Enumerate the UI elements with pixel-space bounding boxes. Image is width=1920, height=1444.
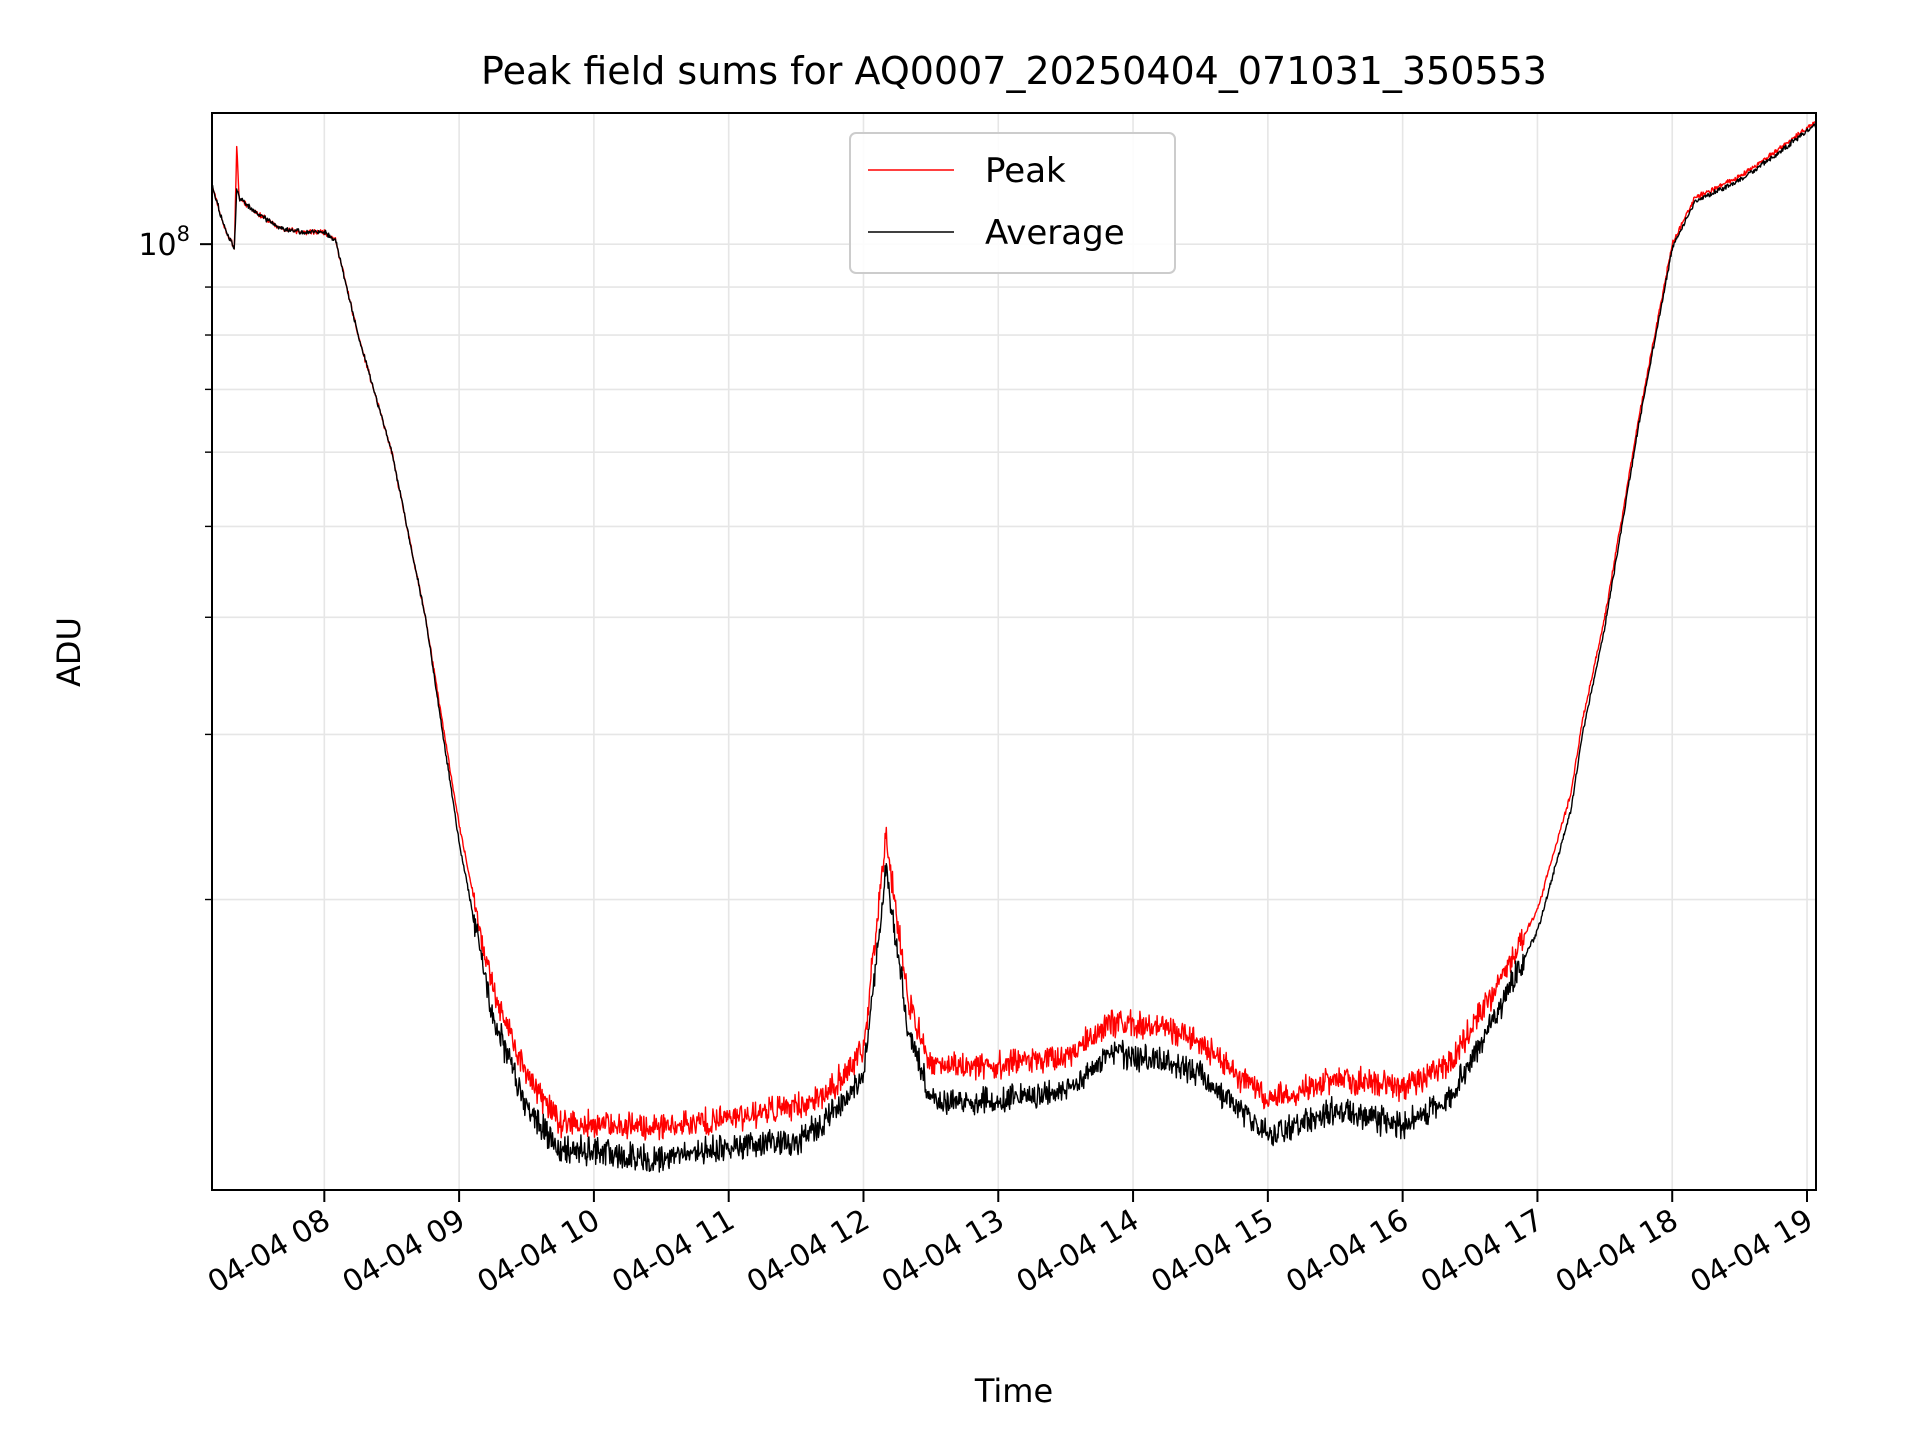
x-tick-label: 04-04 16 (1280, 1203, 1414, 1301)
x-axis-label: Time (974, 1372, 1053, 1410)
legend-label-average: Average (985, 213, 1125, 253)
y-tick-label: 108 (138, 222, 190, 263)
x-tick-label: 04-04 15 (1146, 1203, 1280, 1301)
legend: Peak Average (849, 132, 1176, 274)
x-tick-label: 04-04 13 (876, 1203, 1010, 1301)
x-tick-label: 04-04 12 (741, 1203, 875, 1301)
plot-frame (211, 112, 1817, 1191)
legend-label-peak: Peak (985, 151, 1066, 191)
x-tick-label: 04-04 10 (472, 1203, 606, 1301)
series-layer (211, 120, 1817, 1173)
x-tick-label: 04-04 18 (1550, 1203, 1684, 1301)
x-tick-label: 04-04 14 (1011, 1203, 1145, 1301)
tick-layer: 04-04 08 04-04 09 04-04 10 04-04 11 04-04 12… (138, 222, 1819, 1300)
legend-box (849, 132, 1176, 274)
x-tick-label: 04-04 17 (1415, 1203, 1549, 1301)
y-axis-label: ADU (50, 617, 88, 687)
grid-layer (212, 113, 1816, 1190)
series-line-peak (211, 120, 1817, 1141)
x-tick-label: 04-04 11 (606, 1203, 740, 1301)
series-line-average (211, 123, 1817, 1173)
chart-title: Peak field sums for AQ0007_20250404_0710… (481, 49, 1547, 93)
x-tick-label: 04-04 19 (1685, 1203, 1819, 1301)
x-tick-label: 04-04 08 (202, 1203, 336, 1301)
x-tick-label: 04-04 09 (337, 1203, 471, 1301)
